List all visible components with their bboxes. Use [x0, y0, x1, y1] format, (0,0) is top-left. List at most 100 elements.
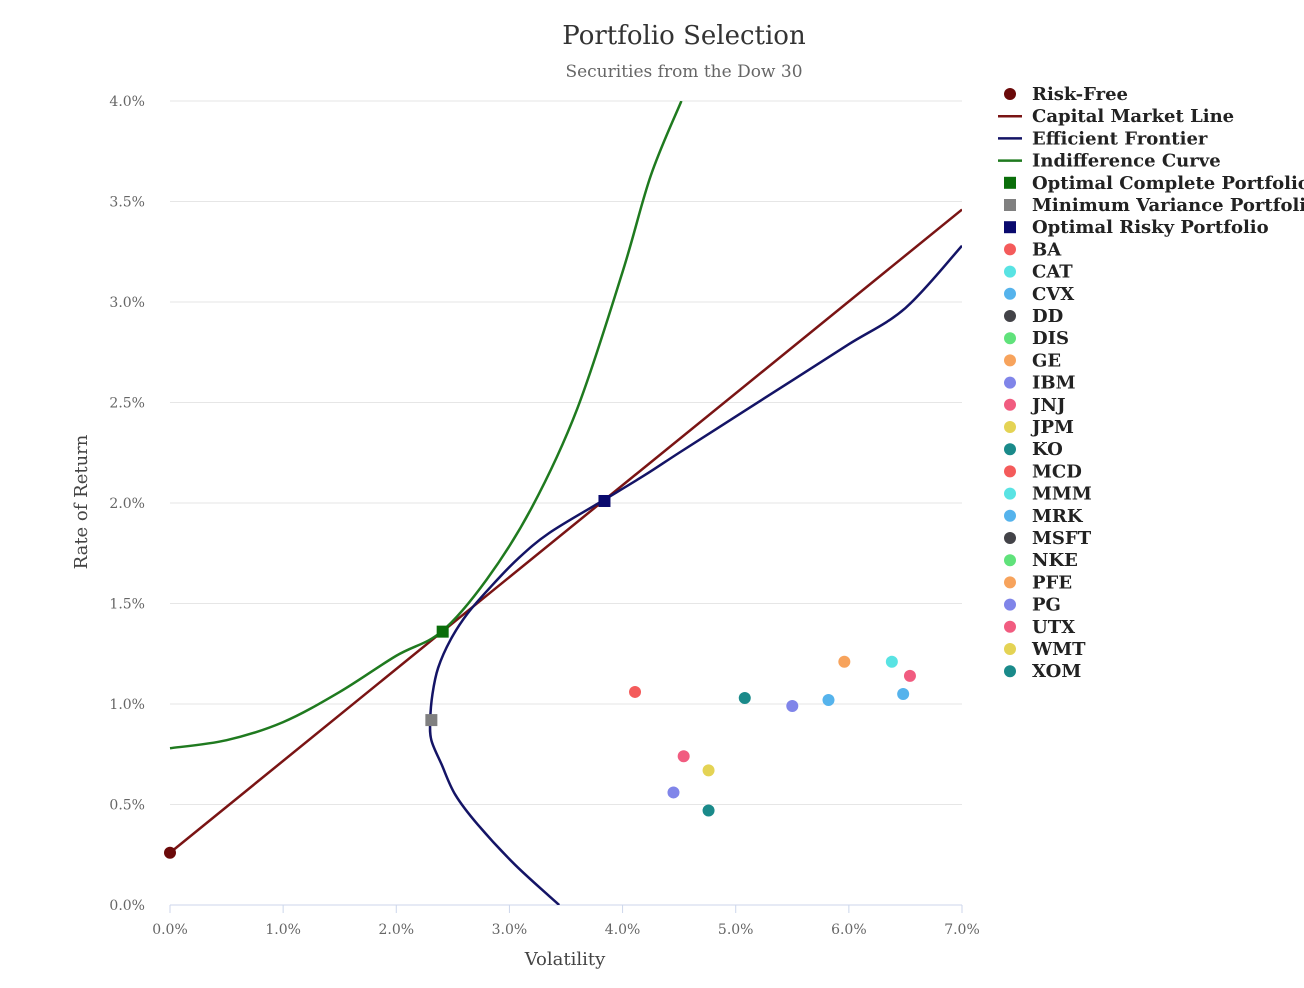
x-tick-label: 6.0% — [831, 922, 867, 938]
minimum-variance-portfolio-marker[interactable] — [425, 714, 438, 727]
utx-point[interactable] — [903, 669, 916, 682]
data-points — [164, 494, 916, 859]
legend-label: CVX — [1032, 284, 1074, 305]
legend-item-pfe[interactable]: PFE — [1004, 572, 1072, 593]
legend-label: PFE — [1032, 572, 1072, 593]
legend-circle-symbol — [1004, 421, 1016, 433]
legend-item-dis[interactable]: DIS — [1004, 328, 1069, 349]
y-axis-title: Rate of Return — [71, 434, 92, 569]
legend-label: DD — [1032, 306, 1063, 327]
legend-label: Indifference Curve — [1032, 151, 1221, 172]
legend-label: JPM — [1030, 417, 1074, 438]
legend-label: Optimal Complete Portfolio — [1032, 173, 1304, 194]
indifference-curve-line — [169, 101, 683, 750]
legend-circle-symbol — [1004, 532, 1016, 544]
jpm-point[interactable] — [702, 764, 715, 777]
y-tick-label: 0.5% — [109, 798, 145, 814]
legend-item-indifference-curve[interactable]: Indifference Curve — [998, 151, 1221, 172]
mrk-point[interactable] — [822, 693, 835, 706]
y-tick-label: 1.5% — [109, 597, 145, 613]
ge-point[interactable] — [838, 655, 851, 668]
legend-item-cvx[interactable]: CVX — [1004, 284, 1074, 305]
legend-label: Minimum Variance Portfolio — [1032, 195, 1304, 216]
legend-circle-symbol — [1004, 576, 1016, 589]
ibm-point[interactable] — [667, 786, 680, 799]
legend-item-mrk[interactable]: MRK — [1004, 506, 1084, 527]
x-tick-label: 2.0% — [378, 922, 414, 938]
legend-label: NKE — [1032, 550, 1078, 571]
legend-circle-symbol — [1004, 620, 1016, 633]
legend-item-msft[interactable]: MSFT — [1004, 528, 1092, 549]
legend-item-optimal-risky-portfolio[interactable]: Optimal Risky Portfolio — [1004, 217, 1269, 238]
chart-subtitle: Securities from the Dow 30 — [565, 62, 802, 82]
y-tick-label: 2.0% — [109, 496, 145, 512]
risk-free-point[interactable] — [164, 846, 176, 859]
chart-title: Portfolio Selection — [562, 21, 806, 51]
legend-label: CAT — [1032, 262, 1073, 283]
x-tick-label: 5.0% — [718, 922, 754, 938]
legend-square-symbol — [1004, 221, 1016, 234]
legend-item-risk-free[interactable]: Risk-Free — [1004, 84, 1128, 105]
legend-item-dd[interactable]: DD — [1004, 306, 1063, 327]
capital-market-line-line — [169, 208, 962, 854]
legend-circle-symbol — [1004, 598, 1016, 611]
legend-circle-symbol — [1004, 665, 1016, 678]
x-tick-label: 7.0% — [944, 922, 980, 938]
grid-lines — [170, 100, 962, 805]
legend-item-mmm[interactable]: MMM — [1004, 484, 1092, 505]
legend-label: MCD — [1032, 461, 1082, 482]
legend-circle-symbol — [1004, 332, 1016, 345]
legend-item-jpm[interactable]: JPM — [1004, 417, 1074, 438]
jnj-point[interactable] — [677, 750, 690, 763]
optimal-risky-portfolio-marker[interactable] — [598, 494, 611, 507]
optimal-complete-portfolio-marker[interactable] — [436, 625, 449, 638]
legend-item-nke[interactable]: NKE — [1004, 550, 1078, 571]
legend-label: WMT — [1031, 639, 1086, 660]
legend-item-cat[interactable]: CAT — [1004, 262, 1073, 283]
legend-circle-symbol — [1004, 376, 1016, 389]
y-tick-label: 3.5% — [109, 195, 145, 211]
legend-label: IBM — [1032, 373, 1076, 394]
ko-point[interactable] — [738, 691, 751, 704]
legend-item-ibm[interactable]: IBM — [1004, 373, 1076, 394]
legend-label: UTX — [1032, 617, 1075, 638]
legend-square-symbol — [1004, 199, 1016, 211]
axes: 0.0% 0.5% 1.0% 1.5% 2.0% 2.5% 3.0% 3.5% 4.0% 0.0%… — [109, 94, 979, 938]
legend-label: PG — [1032, 595, 1061, 616]
legend-item-ko[interactable]: KO — [1004, 439, 1063, 460]
legend-item-pg[interactable]: PG — [1004, 595, 1061, 616]
legend-item-minimum-variance-portfolio[interactable]: Minimum Variance Portfolio — [1004, 195, 1304, 216]
legend-circle-symbol — [1004, 443, 1016, 456]
legend-circle-symbol — [1004, 243, 1016, 256]
pg-point[interactable] — [786, 700, 799, 713]
legend-label: Optimal Risky Portfolio — [1032, 217, 1269, 238]
legend-circle-symbol — [1004, 310, 1016, 322]
legend-item-xom[interactable]: XOM — [1004, 661, 1081, 682]
legend-square-symbol — [1004, 176, 1016, 189]
x-tick-label: 3.0% — [492, 922, 528, 938]
y-tick-label: 4.0% — [109, 94, 145, 110]
legend-item-ba[interactable]: BA — [1004, 239, 1062, 260]
xom-point[interactable] — [702, 804, 715, 817]
legend-label: JNJ — [1030, 395, 1066, 416]
y-tick-label: 0.0% — [109, 898, 145, 914]
ba-point[interactable] — [629, 685, 642, 698]
legend-item-efficient-frontier[interactable]: Efficient Frontier — [998, 128, 1208, 149]
legend-circle-symbol — [1004, 554, 1016, 567]
cvx-point[interactable] — [897, 687, 910, 700]
legend-item-mcd[interactable]: MCD — [1004, 461, 1082, 482]
legend-label: MSFT — [1032, 528, 1092, 549]
legend-item-ge[interactable]: GE — [1004, 350, 1061, 371]
legend-circle-symbol — [1004, 643, 1016, 655]
legend-item-wmt[interactable]: WMT — [1004, 639, 1086, 660]
legend-item-utx[interactable]: UTX — [1004, 617, 1075, 638]
legend-circle-symbol — [1004, 354, 1016, 367]
legend-item-optimal-complete-portfolio[interactable]: Optimal Complete Portfolio — [1004, 173, 1304, 194]
legend-circle-symbol — [1004, 88, 1016, 100]
legend-item-capital-market-line[interactable]: Capital Market Line — [998, 106, 1234, 127]
legend-label: Capital Market Line — [1032, 106, 1234, 127]
y-tick-label: 2.5% — [109, 396, 145, 412]
legend-item-jnj[interactable]: JNJ — [1004, 395, 1066, 416]
legend-label: XOM — [1032, 661, 1081, 682]
cat-point[interactable] — [885, 655, 898, 668]
